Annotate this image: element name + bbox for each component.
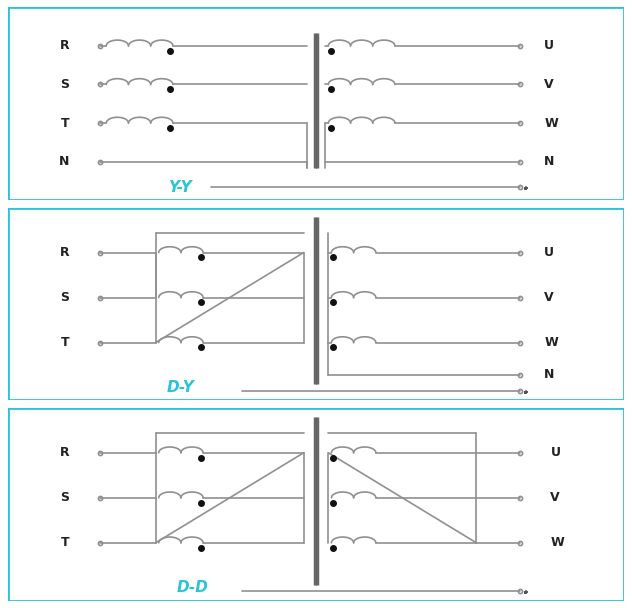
Text: D-Y: D-Y bbox=[166, 380, 194, 395]
Text: D-D: D-D bbox=[177, 581, 209, 595]
Text: V: V bbox=[544, 78, 554, 91]
Text: T: T bbox=[61, 117, 70, 130]
Text: U: U bbox=[544, 246, 554, 259]
Text: W: W bbox=[544, 117, 558, 130]
Text: R: R bbox=[59, 446, 70, 459]
Text: W: W bbox=[550, 536, 564, 549]
Text: R: R bbox=[59, 40, 70, 52]
Text: N: N bbox=[59, 155, 70, 168]
Text: T: T bbox=[61, 536, 70, 549]
Text: R: R bbox=[59, 246, 70, 259]
Text: S: S bbox=[60, 78, 70, 91]
Text: N: N bbox=[544, 155, 555, 168]
Text: U: U bbox=[544, 40, 554, 52]
Text: N: N bbox=[544, 368, 555, 381]
Text: S: S bbox=[60, 491, 70, 504]
Text: T: T bbox=[61, 336, 70, 349]
Text: W: W bbox=[544, 336, 558, 349]
Text: V: V bbox=[544, 291, 554, 304]
Text: U: U bbox=[550, 446, 561, 459]
Text: Y-Y: Y-Y bbox=[169, 180, 192, 195]
Text: S: S bbox=[60, 291, 70, 304]
Text: V: V bbox=[550, 491, 560, 504]
